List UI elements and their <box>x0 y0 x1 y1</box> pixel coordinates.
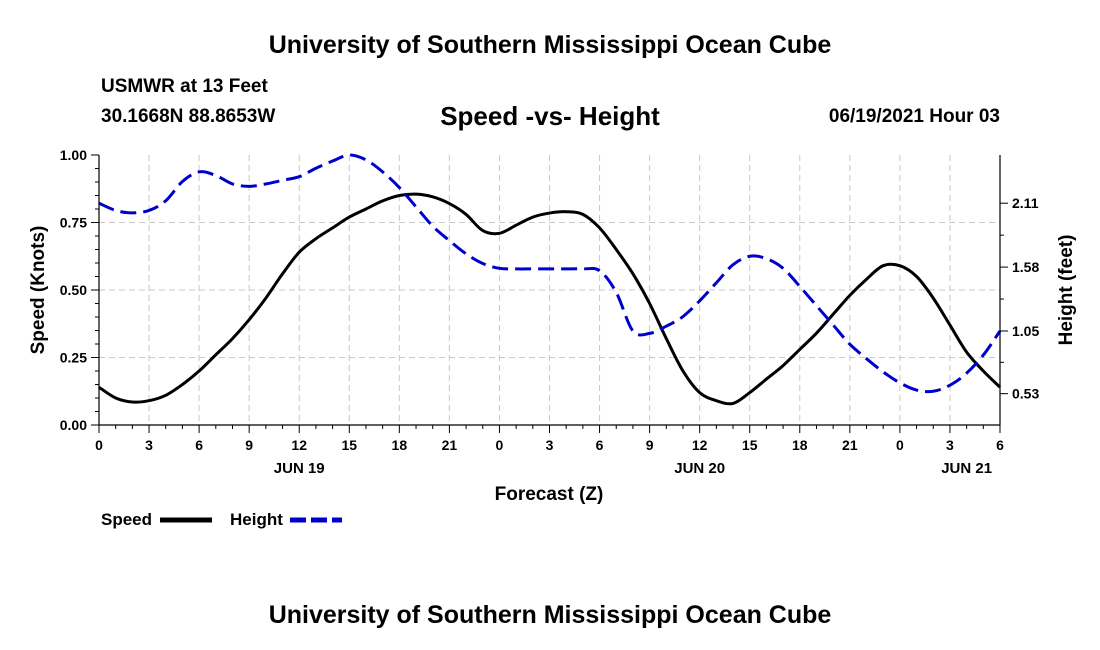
x-tick-label: 6 <box>596 437 604 453</box>
axes-layer <box>91 154 1008 433</box>
x-tick-label: 15 <box>341 437 357 453</box>
x-tick-label: 3 <box>145 437 153 453</box>
x-tick-label: 6 <box>195 437 203 453</box>
y-axis-left-label: Speed (Knots) <box>28 226 49 355</box>
x-date-label: JUN 20 <box>674 460 725 477</box>
x-date-label: JUN 21 <box>941 460 992 477</box>
x-tick-label: 0 <box>95 437 103 453</box>
x-tick-label: 9 <box>245 437 253 453</box>
y-right-tick-label: 2.11 <box>1012 195 1039 211</box>
series-layer <box>98 153 1002 406</box>
y-left-tick-label: 0.50 <box>60 282 87 298</box>
y-axis-right-label: Height (feet) <box>1056 235 1077 346</box>
x-tick-label: 12 <box>692 437 708 453</box>
y-right-tick-label: 1.58 <box>1012 259 1039 275</box>
y-left-tick-label: 1.00 <box>60 147 87 163</box>
x-tick-label: 18 <box>792 437 808 453</box>
y-right-tick-label: 0.53 <box>1012 386 1039 402</box>
grid-layer <box>99 155 1000 425</box>
y-right-tick-label: 1.05 <box>1012 323 1039 339</box>
height-series-line <box>98 153 1002 394</box>
y-left-tick-label: 0.25 <box>60 350 87 366</box>
station-coordinates: 30.1668N 88.8653W <box>101 106 276 127</box>
x-axis-label: Forecast (Z) <box>495 484 604 505</box>
y-left-tick-label: 0.75 <box>60 215 87 231</box>
forecast-datetime: 06/19/2021 Hour 03 <box>828 106 1000 127</box>
x-tick-label: 12 <box>291 437 307 453</box>
x-tick-label: 0 <box>496 437 504 453</box>
x-tick-label: 3 <box>946 437 954 453</box>
x-tick-label: 3 <box>546 437 554 453</box>
x-date-label: JUN 19 <box>274 460 325 477</box>
tick-label-layer: 0 3 6 9 12 15 18 21 0 3 6 9 12 15 18 21 0 3 6 JUN 19 JUN 20 J… <box>60 147 1040 477</box>
station-label: USMWR at 13 Feet <box>101 76 268 97</box>
speed-series-line <box>98 192 1002 406</box>
x-tick-label: 6 <box>996 437 1004 453</box>
legend-height-label: Height <box>230 510 283 529</box>
legend-speed-label: Speed <box>101 510 152 529</box>
chart-title: Speed -vs- Height <box>440 101 660 131</box>
x-tick-label: 15 <box>742 437 758 453</box>
x-tick-label: 0 <box>896 437 904 453</box>
chart-footer-title: University of Southern Mississippi Ocean… <box>268 601 832 629</box>
y-left-tick-label: 0.00 <box>60 417 87 433</box>
chart-header-title: University of Southern Mississippi Ocean… <box>268 31 832 59</box>
x-tick-label: 21 <box>442 437 458 453</box>
x-tick-label: 21 <box>842 437 858 453</box>
legend: Speed Height <box>101 510 342 529</box>
x-tick-label: 18 <box>392 437 408 453</box>
x-tick-label: 9 <box>646 437 654 453</box>
